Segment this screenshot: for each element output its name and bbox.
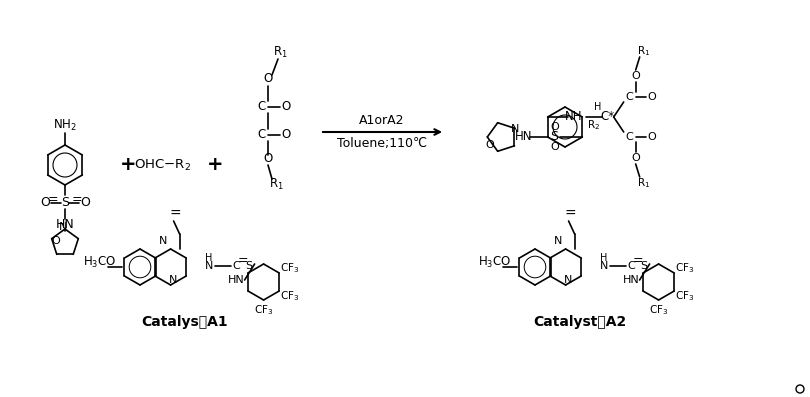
Text: O: O	[485, 140, 494, 150]
Text: C: C	[258, 100, 266, 114]
Text: =: =	[48, 193, 58, 206]
Text: =: =	[237, 254, 248, 268]
Text: O: O	[40, 197, 50, 210]
Text: O: O	[631, 153, 640, 163]
Text: O: O	[51, 236, 60, 246]
Text: O: O	[647, 92, 656, 102]
Text: HN: HN	[623, 275, 640, 285]
Text: Toluene;110℃: Toluene;110℃	[337, 137, 427, 150]
Text: NH$_2$: NH$_2$	[53, 118, 77, 133]
Text: R$_1$: R$_1$	[637, 44, 650, 58]
Text: N: N	[159, 236, 167, 246]
Text: CF$_3$: CF$_3$	[280, 261, 299, 275]
Text: HN: HN	[228, 275, 245, 285]
Text: O: O	[631, 71, 640, 81]
Text: CF$_3$: CF$_3$	[254, 303, 273, 317]
Text: S: S	[61, 197, 69, 210]
Text: O: O	[263, 73, 273, 85]
Text: O: O	[550, 122, 559, 132]
Text: R$_1$: R$_1$	[269, 176, 284, 191]
Text: N: N	[204, 261, 213, 271]
Text: +: +	[207, 156, 224, 175]
Text: O: O	[281, 129, 291, 141]
Text: S: S	[640, 261, 647, 271]
Text: =: =	[72, 193, 83, 206]
Text: O: O	[263, 152, 273, 166]
Text: C: C	[628, 261, 636, 271]
Text: NH: NH	[565, 110, 582, 123]
Text: N: N	[168, 275, 177, 285]
Text: H$_3$CO: H$_3$CO	[479, 254, 512, 270]
Text: C: C	[626, 132, 633, 142]
Text: N: N	[59, 222, 67, 232]
Text: R$_1$: R$_1$	[637, 176, 650, 190]
Text: R$_2$: R$_2$	[587, 118, 600, 132]
Text: S: S	[245, 261, 252, 271]
Text: =: =	[633, 254, 643, 268]
Text: O: O	[80, 197, 90, 210]
Text: S: S	[550, 131, 558, 143]
Text: Catalys：A1: Catalys：A1	[142, 315, 228, 329]
Text: N: N	[511, 124, 519, 134]
Text: O: O	[647, 132, 656, 142]
Text: =: =	[565, 207, 577, 221]
Text: N: N	[599, 261, 608, 271]
Text: O: O	[281, 100, 291, 114]
Text: HN: HN	[56, 218, 75, 231]
Text: C: C	[626, 92, 633, 102]
Text: =: =	[170, 207, 181, 221]
Text: C: C	[232, 261, 241, 271]
Text: HN: HN	[514, 131, 532, 143]
Text: H: H	[205, 253, 212, 263]
Text: +: +	[120, 156, 136, 175]
Text: H: H	[600, 253, 608, 263]
Text: H: H	[594, 102, 601, 112]
Text: A1orA2: A1orA2	[360, 114, 405, 127]
Text: C: C	[258, 129, 266, 141]
Text: R$_1$: R$_1$	[273, 44, 288, 60]
Text: H$_3$CO: H$_3$CO	[83, 254, 117, 270]
Text: Catalyst：A2: Catalyst：A2	[533, 315, 627, 329]
Text: CF$_3$: CF$_3$	[675, 261, 694, 275]
Text: CF$_3$: CF$_3$	[649, 303, 668, 317]
Text: N: N	[564, 275, 572, 285]
Text: O: O	[550, 142, 559, 152]
Text: C*: C*	[601, 110, 615, 123]
Text: N: N	[553, 236, 562, 246]
Text: CF$_3$: CF$_3$	[675, 289, 694, 303]
Text: CF$_3$: CF$_3$	[280, 289, 299, 303]
Text: OHC−R$_2$: OHC−R$_2$	[134, 158, 190, 173]
